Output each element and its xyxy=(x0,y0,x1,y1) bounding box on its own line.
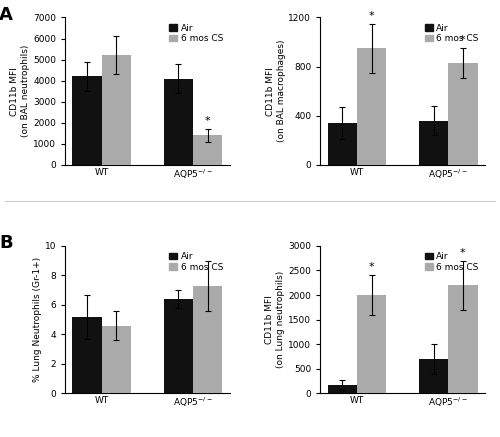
Text: A: A xyxy=(0,6,13,24)
Text: *: * xyxy=(205,116,210,126)
Text: *: * xyxy=(460,35,466,45)
Bar xyxy=(419,359,448,393)
Legend: Air, 6 mos CS: Air, 6 mos CS xyxy=(423,22,480,45)
Bar xyxy=(164,79,193,165)
Legend: Air, 6 mos CS: Air, 6 mos CS xyxy=(168,22,225,45)
Bar xyxy=(448,285,478,393)
Y-axis label: CD11b MFI
(on BAL macrophages): CD11b MFI (on BAL macrophages) xyxy=(266,40,285,142)
Bar xyxy=(328,385,357,393)
Bar xyxy=(102,55,131,165)
Legend: Air, 6 mos CS: Air, 6 mos CS xyxy=(423,250,480,274)
Bar xyxy=(193,135,222,165)
Text: *: * xyxy=(369,263,374,272)
Bar xyxy=(357,295,386,393)
Legend: Air, 6 mos CS: Air, 6 mos CS xyxy=(168,250,225,274)
Bar xyxy=(193,286,222,393)
Bar xyxy=(419,121,448,165)
Bar xyxy=(164,299,193,393)
Bar xyxy=(72,317,102,393)
Bar xyxy=(448,63,478,165)
Bar xyxy=(102,326,131,393)
Text: B: B xyxy=(0,234,12,252)
Bar xyxy=(328,123,357,165)
Bar xyxy=(357,48,386,165)
Bar xyxy=(72,76,102,165)
Y-axis label: % Lung Neutrophils (Gr-1+): % Lung Neutrophils (Gr-1+) xyxy=(32,257,42,382)
Y-axis label: CD11b MFI
(on Lung neutrophils): CD11b MFI (on Lung neutrophils) xyxy=(266,271,285,368)
Text: *: * xyxy=(369,10,374,21)
Text: *: * xyxy=(460,248,466,258)
Y-axis label: CD11b MFI
(on BAL neutrophils): CD11b MFI (on BAL neutrophils) xyxy=(10,45,30,137)
